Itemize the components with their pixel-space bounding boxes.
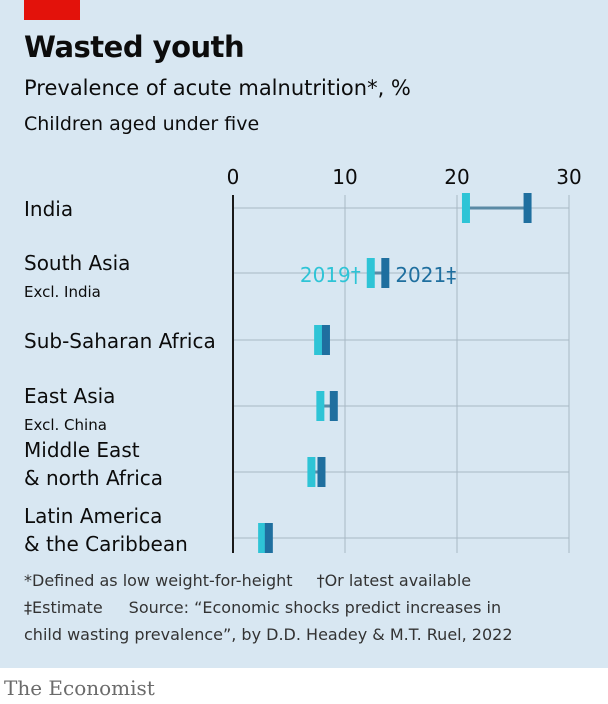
category-label: India [24, 197, 73, 221]
marker-2019 [366, 258, 375, 288]
marker-2019 [316, 391, 325, 421]
category-label: Sub-Saharan Africa [24, 329, 216, 353]
red-tag [24, 0, 80, 20]
category-sublabel: Excl. China [24, 416, 107, 434]
chart-title: Wasted youth [24, 30, 245, 64]
marker-2021 [329, 391, 338, 421]
marker-2021 [523, 193, 532, 223]
marker-2021 [317, 457, 326, 487]
category-sublabel: & the Caribbean [24, 532, 188, 556]
marker-2021 [381, 258, 390, 288]
footnote-definition: *Defined as low weight-for-height [24, 571, 293, 590]
marker-2019 [258, 523, 267, 553]
chart-panel [0, 0, 608, 668]
chart-subtitle-2: Children aged under five [24, 113, 260, 135]
footnote-source: Source: “Economic shocks predict increas… [128, 598, 502, 617]
legend-label-2019: 2019† [300, 263, 361, 287]
chart-subtitle: Prevalence of acute malnutrition*, % [24, 76, 411, 100]
footnote-line-3: child wasting prevalence”, by D.D. Heade… [24, 625, 513, 644]
tick-label: 20 [444, 165, 469, 189]
tick-label: 30 [556, 165, 581, 189]
dumbbell-chart: 0 10 20 30 India South Asia Excl. India Sub-Sah… [24, 165, 582, 556]
legend-label-2021: 2021‡ [395, 263, 456, 287]
tick-label: 0 [227, 165, 240, 189]
marker-2019 [314, 325, 323, 355]
marker-2021 [264, 523, 273, 553]
footnote-line-2: ‡Estimate Source: “Economic shocks predic… [24, 598, 501, 617]
tick-label: 10 [332, 165, 357, 189]
marker-2019 [307, 457, 316, 487]
marker-2021 [321, 325, 330, 355]
marker-2019 [461, 193, 470, 223]
category-label: Latin America [24, 504, 162, 528]
category-label: East Asia [24, 384, 115, 408]
footnote-latest: †Or latest available [316, 571, 472, 590]
category-label: South Asia [24, 251, 130, 275]
category-sublabel: & north Africa [24, 466, 163, 490]
footnote-estimate: ‡Estimate [24, 598, 103, 617]
footnote-line-1: *Defined as low weight-for-height †Or lat… [24, 571, 471, 590]
category-label: Middle East [24, 438, 140, 462]
brand-logo: The Economist [4, 676, 155, 700]
category-sublabel: Excl. India [24, 283, 101, 301]
